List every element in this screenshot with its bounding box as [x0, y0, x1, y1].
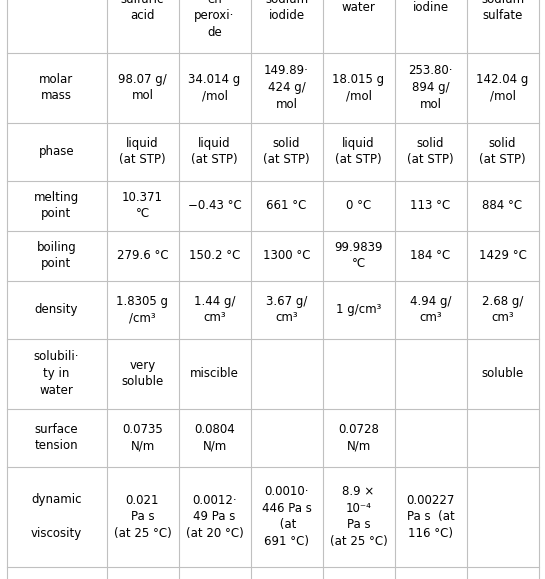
Text: phase: phase	[39, 145, 74, 158]
Text: 1429 °C: 1429 °C	[479, 249, 526, 262]
Text: 0.0728
N/m: 0.0728 N/m	[338, 423, 379, 452]
Text: 1300 °C: 1300 °C	[263, 249, 310, 262]
Text: 0 °C: 0 °C	[346, 199, 371, 212]
Text: sulfuric
acid: sulfuric acid	[121, 0, 164, 22]
Text: solid
(at STP): solid (at STP)	[479, 137, 526, 166]
Text: 1.44 g/
cm³: 1.44 g/ cm³	[194, 295, 235, 324]
Text: liquid
(at STP): liquid (at STP)	[119, 137, 166, 166]
Text: boiling
point: boiling point	[37, 241, 76, 270]
Text: hydrog·
en
peroxi·
de: hydrog· en peroxi· de	[192, 0, 237, 39]
Text: dynamic

viscosity: dynamic viscosity	[31, 493, 82, 540]
Text: 0.00227
Pa s  (at
116 °C): 0.00227 Pa s (at 116 °C)	[407, 493, 455, 540]
Text: 34.014 g
/mol: 34.014 g /mol	[189, 73, 241, 102]
Text: 149.89·
424 g/
mol: 149.89· 424 g/ mol	[264, 64, 309, 111]
Text: solid
(at STP): solid (at STP)	[407, 137, 454, 166]
Text: −0.43 °C: −0.43 °C	[187, 199, 241, 212]
Text: 0.021
Pa s
(at 25 °C): 0.021 Pa s (at 25 °C)	[113, 493, 171, 540]
Text: 99.9839
°C: 99.9839 °C	[334, 241, 383, 270]
Text: 10.371
°C: 10.371 °C	[122, 190, 163, 220]
Text: 884 °C: 884 °C	[482, 199, 523, 212]
Text: 2.68 g/
cm³: 2.68 g/ cm³	[482, 295, 523, 324]
Text: 1.8305 g
/cm³: 1.8305 g /cm³	[117, 295, 168, 324]
Text: solid
(at STP): solid (at STP)	[263, 137, 310, 166]
Text: 142.04 g
/mol: 142.04 g /mol	[476, 73, 529, 102]
Text: 0.0804
N/m: 0.0804 N/m	[194, 423, 235, 452]
Text: liquid
(at STP): liquid (at STP)	[335, 137, 382, 166]
Text: water: water	[342, 1, 376, 14]
Text: 0.0012·
49 Pa s
(at 20 °C): 0.0012· 49 Pa s (at 20 °C)	[186, 493, 244, 540]
Text: 8.9 ×
10⁻⁴
Pa s
(at 25 °C): 8.9 × 10⁻⁴ Pa s (at 25 °C)	[330, 485, 387, 548]
Text: miscible: miscible	[190, 367, 239, 380]
Text: surface
tension: surface tension	[35, 423, 78, 452]
Text: density: density	[35, 303, 78, 316]
Text: 113 °C: 113 °C	[410, 199, 451, 212]
Text: 3.67 g/
cm³: 3.67 g/ cm³	[266, 295, 307, 324]
Text: sodium
iodide: sodium iodide	[265, 0, 308, 22]
Text: 98.07 g/
mol: 98.07 g/ mol	[118, 73, 167, 102]
Text: melting
point: melting point	[34, 190, 79, 220]
Text: 661 °C: 661 °C	[267, 199, 307, 212]
Text: 0.0010·
446 Pa s
 (at
691 °C): 0.0010· 446 Pa s (at 691 °C)	[262, 485, 311, 548]
Text: 18.015 g
/mol: 18.015 g /mol	[332, 73, 385, 102]
Text: molar
mass: molar mass	[39, 73, 74, 102]
Text: iodine: iodine	[413, 1, 449, 14]
Text: solubili·
ty in
water: solubili· ty in water	[34, 350, 79, 397]
Text: 253.80·
894 g/
mol: 253.80· 894 g/ mol	[408, 64, 453, 111]
Text: 184 °C: 184 °C	[410, 249, 451, 262]
Text: sodium
sulfate: sodium sulfate	[481, 0, 524, 22]
Text: liquid
(at STP): liquid (at STP)	[191, 137, 238, 166]
Text: 0.0735
N/m: 0.0735 N/m	[122, 423, 163, 452]
Text: soluble: soluble	[481, 367, 524, 380]
Text: 1 g/cm³: 1 g/cm³	[336, 303, 381, 316]
Text: 4.94 g/
cm³: 4.94 g/ cm³	[410, 295, 451, 324]
Text: 279.6 °C: 279.6 °C	[117, 249, 168, 262]
Text: very
soluble: very soluble	[122, 359, 164, 389]
Text: 150.2 °C: 150.2 °C	[189, 249, 240, 262]
